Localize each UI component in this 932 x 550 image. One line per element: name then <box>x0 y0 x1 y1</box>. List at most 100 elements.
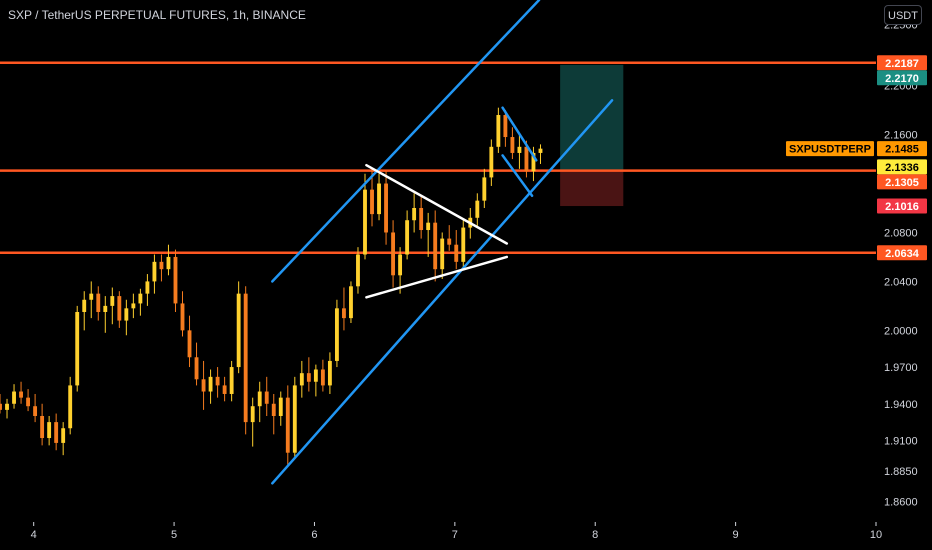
candle-body-21 <box>145 281 150 294</box>
candle-body-19 <box>131 303 136 309</box>
candle-body-32 <box>222 385 227 394</box>
candle-body-5 <box>33 406 38 416</box>
price-badge-bg-1 <box>877 70 927 86</box>
target-zone <box>560 64 624 171</box>
candle-body-47 <box>327 360 332 386</box>
flag-line-1 <box>501 154 534 198</box>
candle-body-71 <box>496 115 501 147</box>
price-badge-bg-0 <box>877 55 927 71</box>
candle-body-40 <box>278 397 283 416</box>
candle-body-10 <box>68 385 73 429</box>
candle-body-31 <box>215 376 220 386</box>
candle-body-11 <box>75 312 80 386</box>
candle-body-37 <box>257 391 262 407</box>
candle-body-53 <box>370 189 374 215</box>
y-tick-label-9: 1.8850 <box>884 466 918 478</box>
candle-body-60 <box>419 208 424 231</box>
candle-body-8 <box>54 422 59 443</box>
candle-body-24 <box>166 256 171 270</box>
candle-body-33 <box>229 367 234 394</box>
candle-body-36 <box>250 406 255 423</box>
price-badge-5: 2.1016 <box>885 201 919 213</box>
candle-body-65 <box>454 244 459 262</box>
candle-body-66 <box>461 227 466 262</box>
price-badge-4: 2.1305 <box>885 177 919 189</box>
candle-body-64 <box>447 238 452 245</box>
candle-body-61 <box>426 222 431 231</box>
candle-body-18 <box>124 308 129 321</box>
candle-body-39 <box>271 403 276 416</box>
triangle-line-0 <box>365 163 509 245</box>
candle-body-69 <box>482 177 487 201</box>
candle-body-41 <box>285 397 290 453</box>
flag-line-0 <box>501 106 538 162</box>
price-badge-bg-4 <box>877 174 927 190</box>
candle-body-58 <box>405 220 410 255</box>
price-axis: 2.25002.20002.16002.08002.04002.00001.97… <box>884 19 918 508</box>
candle-body-45 <box>313 369 318 382</box>
candle-body-17 <box>117 296 122 321</box>
price-badge-2: 2.1485 <box>885 144 919 156</box>
time-axis: 4 5 6 7 8 9 10 <box>31 522 882 541</box>
candle-body-77 <box>538 148 543 153</box>
y-tick-label-8: 1.9100 <box>884 435 918 447</box>
candle-body-2 <box>12 391 16 404</box>
candle-body-20 <box>138 293 143 304</box>
symbol-badge-bg <box>786 141 874 157</box>
candle-body-26 <box>180 303 185 331</box>
candle-body-43 <box>299 373 304 386</box>
candles <box>0 107 543 465</box>
y-tick-label-3: 2.0800 <box>884 227 918 239</box>
y-tick-label-5: 2.0000 <box>884 325 918 337</box>
triangle-line-1 <box>365 255 509 299</box>
candle-body-63 <box>440 238 445 270</box>
trend-drawings <box>271 0 614 485</box>
x-tick-label-4: 8 <box>592 529 598 541</box>
candle-body-62 <box>433 222 438 270</box>
candle-body-15 <box>103 305 108 312</box>
y-tick-label-7: 1.9400 <box>884 399 918 411</box>
candle-body-46 <box>320 369 325 386</box>
candle-body-49 <box>342 308 346 319</box>
candle-body-35 <box>243 293 248 423</box>
candle-body-75 <box>524 146 529 172</box>
candle-body-27 <box>187 330 192 358</box>
position-zones <box>560 64 624 207</box>
y-tick-label-6: 1.9700 <box>884 362 918 374</box>
candle-body-56 <box>391 232 396 276</box>
candle-body-51 <box>356 254 360 287</box>
symbol-badge: SXPUSDTPERP <box>789 144 871 156</box>
candle-body-7 <box>47 422 52 439</box>
candle-body-59 <box>412 208 417 221</box>
currency-unit-button[interactable]: USDT <box>884 5 922 25</box>
candle-body-76 <box>531 152 536 172</box>
candle-body-68 <box>475 200 480 218</box>
price-badge-3: 2.1336 <box>885 162 919 174</box>
candle-body-13 <box>89 293 94 300</box>
price-badge-bg-5 <box>877 198 927 214</box>
candle-body-34 <box>236 293 241 368</box>
candle-body-28 <box>194 357 199 380</box>
y-tick-label-2: 2.1600 <box>884 130 918 142</box>
price-badge-bg-3 <box>877 159 927 175</box>
stop-zone <box>560 170 624 207</box>
chart-title: SXP / TetherUS PERPETUAL FUTURES, 1h, BI… <box>8 8 306 22</box>
x-tick-label-1: 5 <box>171 529 177 541</box>
candle-body-70 <box>489 146 494 178</box>
x-tick-label-6: 10 <box>870 529 882 541</box>
candle-body-54 <box>377 183 381 215</box>
y-tick-label-4: 2.0400 <box>884 276 918 288</box>
candle-body-25 <box>173 256 178 304</box>
candle-body-14 <box>96 293 101 312</box>
candle-body-22 <box>152 261 157 282</box>
candle-body-23 <box>159 261 164 270</box>
candle-body-0 <box>0 403 2 410</box>
x-tick-label-2: 6 <box>311 529 317 541</box>
candle-body-1 <box>5 403 9 410</box>
candle-body-6 <box>40 416 45 439</box>
candle-body-48 <box>334 308 339 361</box>
candle-body-4 <box>26 397 31 407</box>
candle-body-9 <box>61 428 66 443</box>
horizontal-levels <box>0 61 876 255</box>
